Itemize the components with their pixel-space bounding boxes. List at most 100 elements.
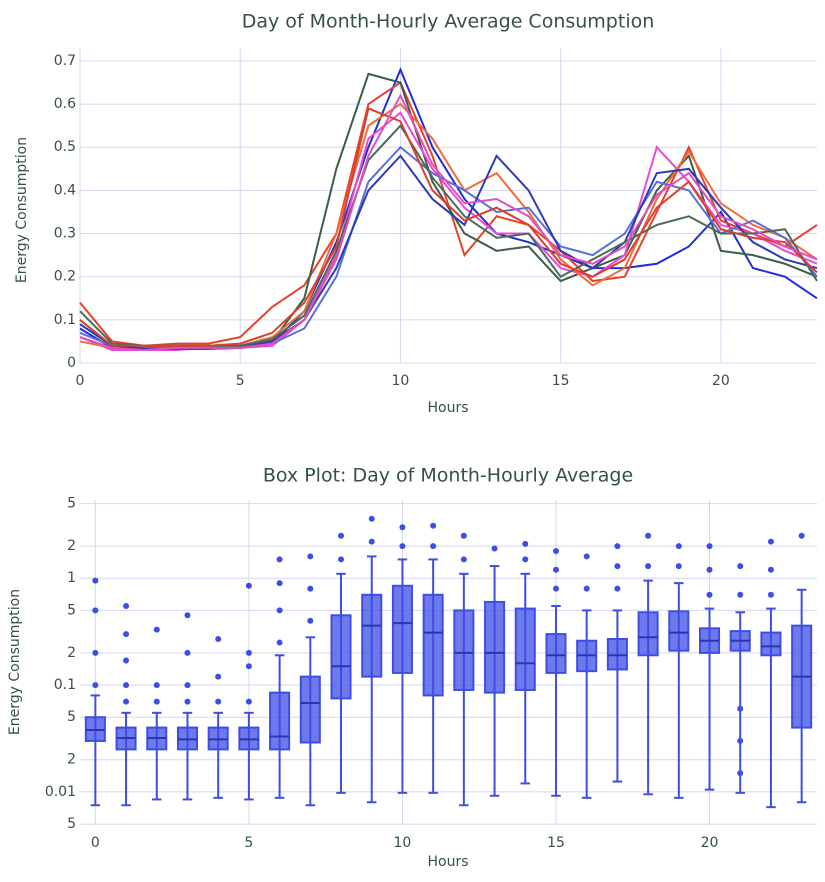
outlier <box>552 566 559 573</box>
box <box>453 532 475 807</box>
outlier <box>737 770 744 777</box>
outlier <box>276 556 283 563</box>
y-tick-label: 0 <box>67 355 76 371</box>
y-tick-label: 0.1 <box>54 677 76 693</box>
outlier <box>430 543 437 550</box>
outlier <box>675 543 682 550</box>
outlier <box>767 566 774 573</box>
chart-title: Box Plot: Day of Month-Hourly Average <box>263 465 633 487</box>
box <box>791 532 813 804</box>
outlier <box>184 649 191 656</box>
outlier <box>737 591 744 598</box>
outlier <box>276 580 283 587</box>
box <box>391 524 413 794</box>
outlier <box>92 577 99 584</box>
box <box>484 545 506 797</box>
box-body <box>299 675 321 744</box>
x-tick-label: 0 <box>91 835 100 851</box>
outlier <box>338 556 345 563</box>
box <box>115 602 137 807</box>
box-body <box>545 633 567 674</box>
box-body <box>269 691 291 751</box>
outlier <box>123 631 130 638</box>
box <box>176 612 198 801</box>
outlier <box>737 563 744 570</box>
outlier <box>123 698 130 705</box>
outlier <box>245 663 252 670</box>
box <box>514 540 536 785</box>
box <box>299 553 321 807</box>
series-line <box>79 124 818 347</box>
y-tick-label: 0.1 <box>54 312 76 328</box>
y-tick-label: 5 <box>67 816 76 832</box>
y-tick-label: 2 <box>67 645 76 661</box>
box <box>576 553 598 799</box>
y-tick-label: 0.2 <box>54 269 76 285</box>
y-tick-label: 5 <box>67 602 76 618</box>
outlier <box>460 556 467 563</box>
outlier <box>307 617 314 624</box>
y-tick-label: 1 <box>67 570 76 586</box>
outlier <box>92 607 99 614</box>
box <box>668 543 690 799</box>
outlier <box>153 698 160 705</box>
outlier <box>645 532 652 539</box>
outlier <box>399 543 406 550</box>
y-tick-label: 2 <box>67 752 76 768</box>
outlier <box>767 538 774 545</box>
box-body <box>391 584 413 674</box>
outlier <box>368 538 375 545</box>
outlier <box>184 698 191 705</box>
outlier <box>583 585 590 592</box>
x-tick-label: 10 <box>394 835 412 851</box>
outlier <box>430 522 437 529</box>
box <box>207 635 229 799</box>
y-tick-label: 0.3 <box>54 226 76 242</box>
outlier <box>583 553 590 560</box>
series-line <box>79 111 818 352</box>
box <box>545 547 567 797</box>
x-tick-label: 5 <box>244 835 253 851</box>
x-axis-title: Hours <box>427 400 468 416</box>
outlier <box>307 585 314 592</box>
x-axis-title: Hours <box>427 854 468 870</box>
outlier <box>276 639 283 646</box>
outlier <box>614 543 621 550</box>
box <box>269 556 291 799</box>
outlier <box>307 553 314 560</box>
outlier <box>123 682 130 689</box>
box <box>606 543 628 783</box>
outlier <box>522 556 529 563</box>
outlier <box>552 585 559 592</box>
outlier <box>645 563 652 570</box>
box-body <box>668 610 690 652</box>
y-tick-label: 0.5 <box>54 139 76 155</box>
y-tick-label: 0.4 <box>54 182 76 198</box>
outlier <box>798 532 805 539</box>
x-tick-label: 5 <box>236 373 245 389</box>
x-tick-label: 20 <box>701 835 719 851</box>
outlier <box>215 635 222 642</box>
outlier <box>276 607 283 614</box>
box-body <box>760 631 782 657</box>
x-tick-label: 15 <box>547 835 565 851</box>
y-tick-label: 0.6 <box>54 96 76 112</box>
box <box>84 577 106 807</box>
y-tick-label: 2 <box>67 538 76 554</box>
outlier <box>215 673 222 680</box>
outlier <box>737 737 744 744</box>
y-tick-label: 5 <box>67 496 76 512</box>
outlier <box>92 682 99 689</box>
outlier <box>614 563 621 570</box>
x-tick-label: 10 <box>392 373 410 389</box>
outlier <box>614 585 621 592</box>
outlier <box>522 540 529 547</box>
box <box>330 532 352 794</box>
outlier <box>153 626 160 633</box>
outlier <box>338 532 345 539</box>
series-layer <box>79 66 818 352</box>
outlier <box>123 657 130 664</box>
outlier <box>737 705 744 712</box>
box <box>760 538 782 809</box>
box-body <box>453 609 475 691</box>
